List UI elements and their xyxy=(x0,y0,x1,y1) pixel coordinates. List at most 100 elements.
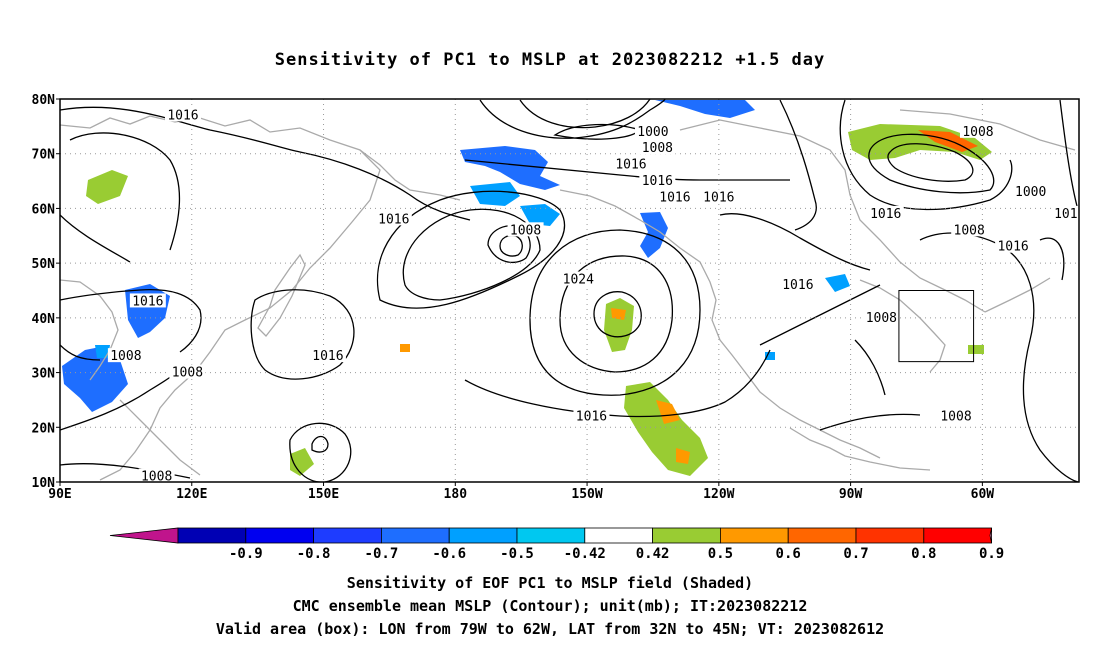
contour-label-bg xyxy=(560,271,597,286)
contour-label-bg xyxy=(375,211,412,226)
contour-label: 1016 xyxy=(870,207,901,222)
shade-blob-positive xyxy=(968,345,984,354)
isobar xyxy=(529,229,701,396)
colorbar-bin xyxy=(380,527,450,544)
contour-label-bg xyxy=(164,107,201,122)
colorbar-bin xyxy=(720,527,789,544)
isobar xyxy=(1039,237,1065,281)
contour-label-bg xyxy=(1051,205,1080,220)
lat-tick-label: 20N xyxy=(32,421,56,436)
shade-blob-positive xyxy=(400,344,410,352)
shade-blob-negative xyxy=(520,204,560,226)
isobar xyxy=(479,99,666,139)
contour-label: 1016 xyxy=(615,158,646,173)
shade-blob-positive xyxy=(848,124,992,160)
colorbar-label: 0.6 xyxy=(776,546,801,562)
isobar xyxy=(519,99,651,129)
colorbar: -0.9 -0.8 -0.7 -0.6 -0.5 -0.42 0.42 0.5 0.6 0.7 0.… xyxy=(109,527,1004,562)
lon-tick-label: 150E xyxy=(308,487,339,502)
contour-label: 1016 xyxy=(782,278,813,293)
shade-blob-positive xyxy=(624,382,708,476)
caption-line-3: Valid area (box): LON from 79W to 62W, L… xyxy=(215,620,885,638)
colorbar-bin xyxy=(313,527,382,544)
shade-blob-negative xyxy=(125,284,170,338)
colorbar-label: -0.7 xyxy=(365,546,399,562)
contour-label-bg xyxy=(612,156,649,171)
isobar xyxy=(854,339,886,396)
shade-blob-positive xyxy=(656,400,680,424)
colorbar-label: -0.5 xyxy=(500,546,534,562)
colorbar-label: 0.9 xyxy=(979,546,1004,562)
coastline xyxy=(789,427,931,471)
contour-label-bg xyxy=(129,293,166,308)
contour-label-bg xyxy=(507,222,544,237)
lon-tick-label: 60W xyxy=(971,487,995,502)
contour-label: 1008 xyxy=(510,223,541,238)
contour-label: 1016 xyxy=(132,294,163,309)
isobar xyxy=(759,284,881,346)
shade-blob-negative xyxy=(470,182,520,206)
coastline xyxy=(559,189,881,459)
lon-tick-label: 180 xyxy=(444,487,468,502)
colorbar-bin xyxy=(855,527,925,544)
isobar xyxy=(887,143,974,182)
lon-tick-label: 90W xyxy=(839,487,863,502)
colorbar-bin xyxy=(584,527,653,544)
contour-label-bg xyxy=(1012,184,1049,199)
isobar xyxy=(868,133,995,194)
colorbar-bin xyxy=(448,527,518,544)
contour-label-bg xyxy=(951,222,988,237)
colorbar-bin xyxy=(923,527,992,544)
colorbar-label: -0.42 xyxy=(564,546,606,562)
isobar xyxy=(487,225,531,264)
lat-tick-label: 30N xyxy=(32,367,56,382)
contour-label: 1008 xyxy=(172,366,203,381)
isobar xyxy=(60,463,191,479)
map-frame xyxy=(59,98,1080,483)
isobar xyxy=(779,99,817,231)
isobar xyxy=(464,349,771,418)
colorbar-bin xyxy=(516,527,586,544)
isobar xyxy=(1059,99,1079,211)
coastlines xyxy=(60,109,1076,481)
contour-label: 1016 xyxy=(312,349,343,364)
contour-label: 1008 xyxy=(141,470,172,485)
colorbar-label: 0.7 xyxy=(843,546,868,562)
colorbar-label: -0.6 xyxy=(432,546,466,562)
contour-label: 1008 xyxy=(110,349,141,364)
contour-label-bg xyxy=(107,348,144,363)
lon-tick-label: 120W xyxy=(703,487,734,502)
caption-line-2: CMC ensemble mean MSLP (Contour); unit(m… xyxy=(292,597,808,615)
shade-blob-negative xyxy=(655,100,755,118)
colorbar-bin xyxy=(787,527,857,544)
sensitivity-shading xyxy=(62,100,992,476)
lat-tick-label: 40N xyxy=(32,312,56,327)
shade-blob-positive xyxy=(290,448,314,476)
coastline xyxy=(359,149,461,201)
lon-tick-label: 120E xyxy=(176,487,207,502)
colorbar-bin xyxy=(652,527,721,544)
contour-label-bg xyxy=(169,364,206,379)
contour-label: 1016 xyxy=(378,212,409,227)
contour-label: 1024 xyxy=(563,273,594,288)
coastline xyxy=(60,279,119,381)
lat-tick-label: 50N xyxy=(32,257,56,272)
contour-label-bg xyxy=(700,189,737,204)
lat-tick-label: 70N xyxy=(32,148,56,163)
contour-label: 1008 xyxy=(940,409,971,424)
isobar xyxy=(60,214,131,263)
colorbar-arrow-high xyxy=(989,527,992,544)
coastline xyxy=(119,399,201,476)
lon-tick-label: 150W xyxy=(571,487,602,502)
contour-label: 1016 xyxy=(642,174,673,189)
contour-label-bg xyxy=(634,123,671,138)
colorbar-label: -0.8 xyxy=(297,546,331,562)
contour-label-bg xyxy=(959,123,996,138)
coastline xyxy=(257,253,306,337)
colorbar-label: 0.5 xyxy=(708,546,733,562)
contour-label: 101 xyxy=(1054,207,1077,222)
colorbar-label: 0.42 xyxy=(636,546,670,562)
